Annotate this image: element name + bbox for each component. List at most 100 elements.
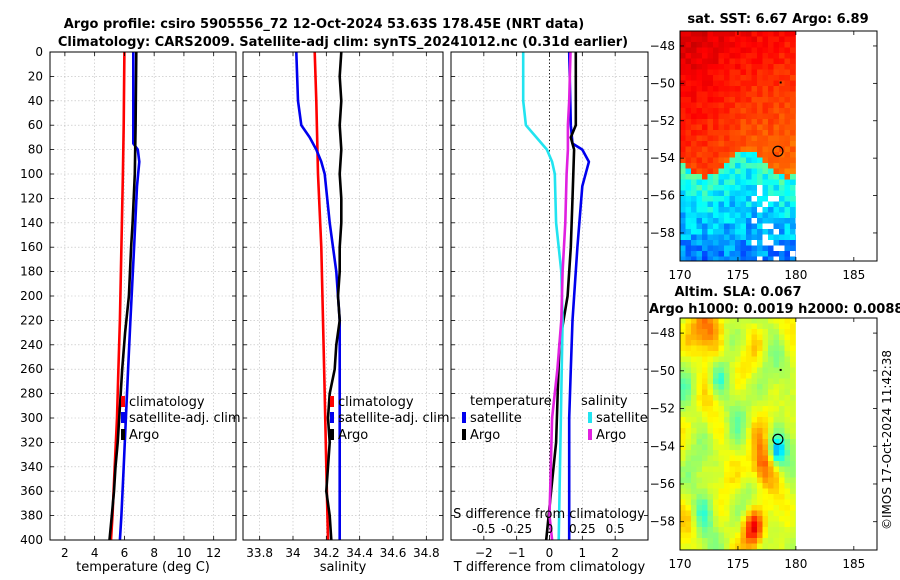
map-cell [691,378,697,385]
map-cell [735,444,741,451]
map-cell [729,141,736,147]
map-cell [707,141,714,147]
map-cell [680,58,686,65]
map-cell [768,439,774,445]
map-cell [768,69,774,76]
map-cell [740,329,747,335]
map-cell [680,428,686,434]
map-cell [707,362,714,368]
map-cell [746,42,752,48]
map-cell [768,417,774,423]
map-cell [707,395,714,401]
map-cell [707,146,714,153]
map-cell [685,185,692,191]
map-cell [757,356,763,363]
map-cell [768,53,774,59]
map-cell [757,334,763,341]
map-cell [779,411,785,418]
map-cell [713,212,719,219]
map-cell [702,58,708,65]
map-cell [735,212,741,219]
map-cell [790,36,796,43]
map-cell [713,64,719,70]
map-cell [762,179,769,186]
map-cell [779,373,785,379]
map-cell [724,543,730,550]
map-cell [680,400,686,407]
map-cell [784,340,791,346]
map-cell [685,190,692,197]
map-cell [724,80,730,87]
map-cell [768,185,774,191]
map-cell [713,499,719,506]
map-cell [696,234,703,241]
map-cell [740,36,747,43]
map-cell [696,218,703,224]
map-cell [691,36,697,43]
map-cell [784,532,791,539]
map-cell [746,516,752,522]
map-cell [790,229,796,235]
map-cell [740,207,747,213]
map-cell [762,488,769,495]
map-cell [773,450,780,456]
map-cell [702,152,708,158]
map-cell [790,256,796,261]
map-cell [702,389,708,396]
map-cell [768,521,774,528]
map-cell [757,75,763,81]
map-cell [768,334,774,341]
map-cell [685,53,692,59]
map-cell [713,108,719,114]
map-cell [691,130,697,136]
map-cell [685,450,692,456]
map-cell [735,47,741,54]
map-cell [740,47,747,54]
map-cell [685,97,692,103]
map-cell [713,488,719,495]
map-cell [790,141,796,147]
map-cell [685,373,692,379]
map-cell [707,472,714,478]
map-cell [696,477,703,484]
map-cell [724,31,730,37]
map-cell [718,245,725,252]
map-cell [768,389,774,396]
map-cell [768,411,774,418]
map-cell [784,135,791,142]
map-cell [696,439,703,445]
legend-sal-satellite-swatch [330,412,334,423]
map-cell [740,334,747,341]
map-cell [685,64,692,70]
map-cell [784,367,791,374]
map-cell [757,400,763,407]
map-cell [713,256,719,261]
map-cell [724,47,730,54]
map-cell [790,91,796,98]
map-cell [713,472,719,478]
map-cell [680,351,686,357]
map-cell [696,543,703,550]
map-cell [768,86,774,92]
map-cell [779,345,785,352]
map-cell [740,494,747,500]
map-cell [713,422,719,429]
map-cell [707,240,714,246]
map-cell [685,36,692,43]
map-cell [757,505,763,511]
map-x-tick-label: 170 [669,268,692,282]
map-cell [779,163,785,169]
map-cell [702,212,708,219]
map-cell [746,97,752,103]
map-cell [740,102,747,109]
map-cell [740,80,747,87]
map-cell [779,36,785,43]
map-cell [702,201,708,208]
map-cell [773,472,780,478]
map-cell [718,532,725,539]
map-cell [746,422,752,429]
map-cell [729,444,736,451]
map-cell [762,185,769,191]
map-y-tick-label: −56 [650,477,675,491]
map-cell [729,229,736,235]
